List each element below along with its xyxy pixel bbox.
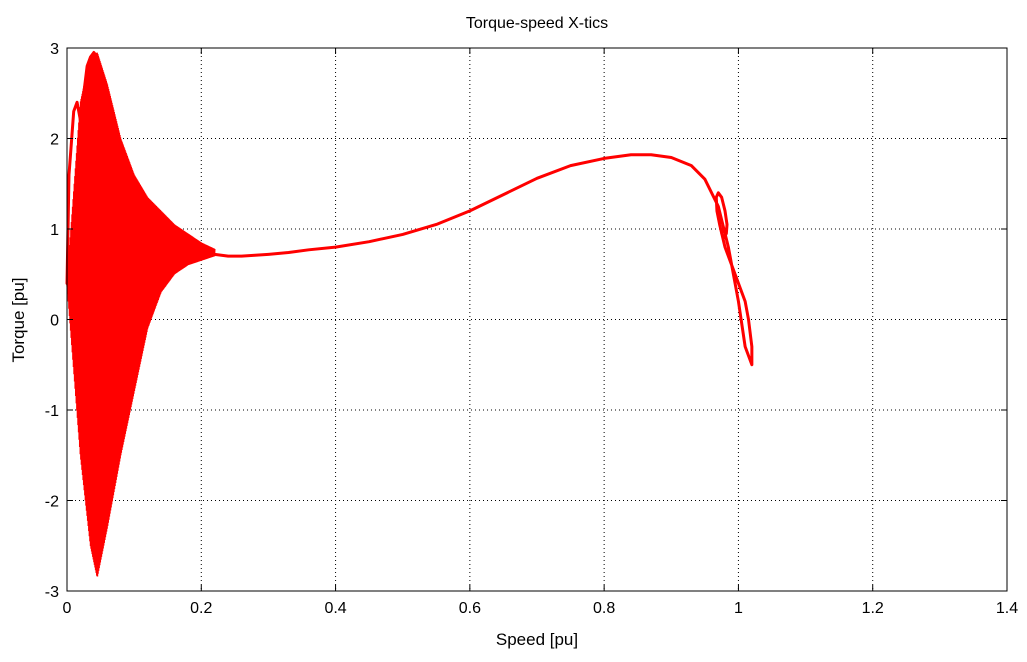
x-tick-label: 0.6 <box>459 600 481 617</box>
x-tick-label: 0.4 <box>324 600 346 617</box>
chart-title: Torque-speed X-tics <box>466 15 608 32</box>
y-tick-label: 0 <box>50 313 59 330</box>
y-tick-label: 2 <box>50 132 59 149</box>
x-tick-label: 1.4 <box>996 600 1018 617</box>
oscillation-trace <box>66 52 216 577</box>
x-tick-label: 1 <box>734 600 743 617</box>
oscillation-band <box>66 52 216 577</box>
y-tick-label: -3 <box>45 584 59 601</box>
y-tick-label: 3 <box>50 41 59 58</box>
y-axis-label: Torque [pu] <box>9 277 28 362</box>
x-tick-label: 0.2 <box>190 600 212 617</box>
y-tick-label: 1 <box>50 222 59 239</box>
series-layer <box>65 51 754 367</box>
y-tick-label: -1 <box>45 403 59 420</box>
plot-background <box>67 48 1007 591</box>
x-tick-label: 0.8 <box>593 600 615 617</box>
x-axis-label: Speed [pu] <box>496 630 578 649</box>
series-line <box>65 51 754 367</box>
y-tick-label: -2 <box>45 494 59 511</box>
x-tick-label: 0 <box>63 600 72 617</box>
x-tick-label: 1.2 <box>862 600 884 617</box>
ticks: 0 0.2 0.4 0.6 0.8 1 1.2 1.4 -3 -2 -1 0 1 2 3 <box>45 41 1018 617</box>
grid <box>67 48 1007 591</box>
